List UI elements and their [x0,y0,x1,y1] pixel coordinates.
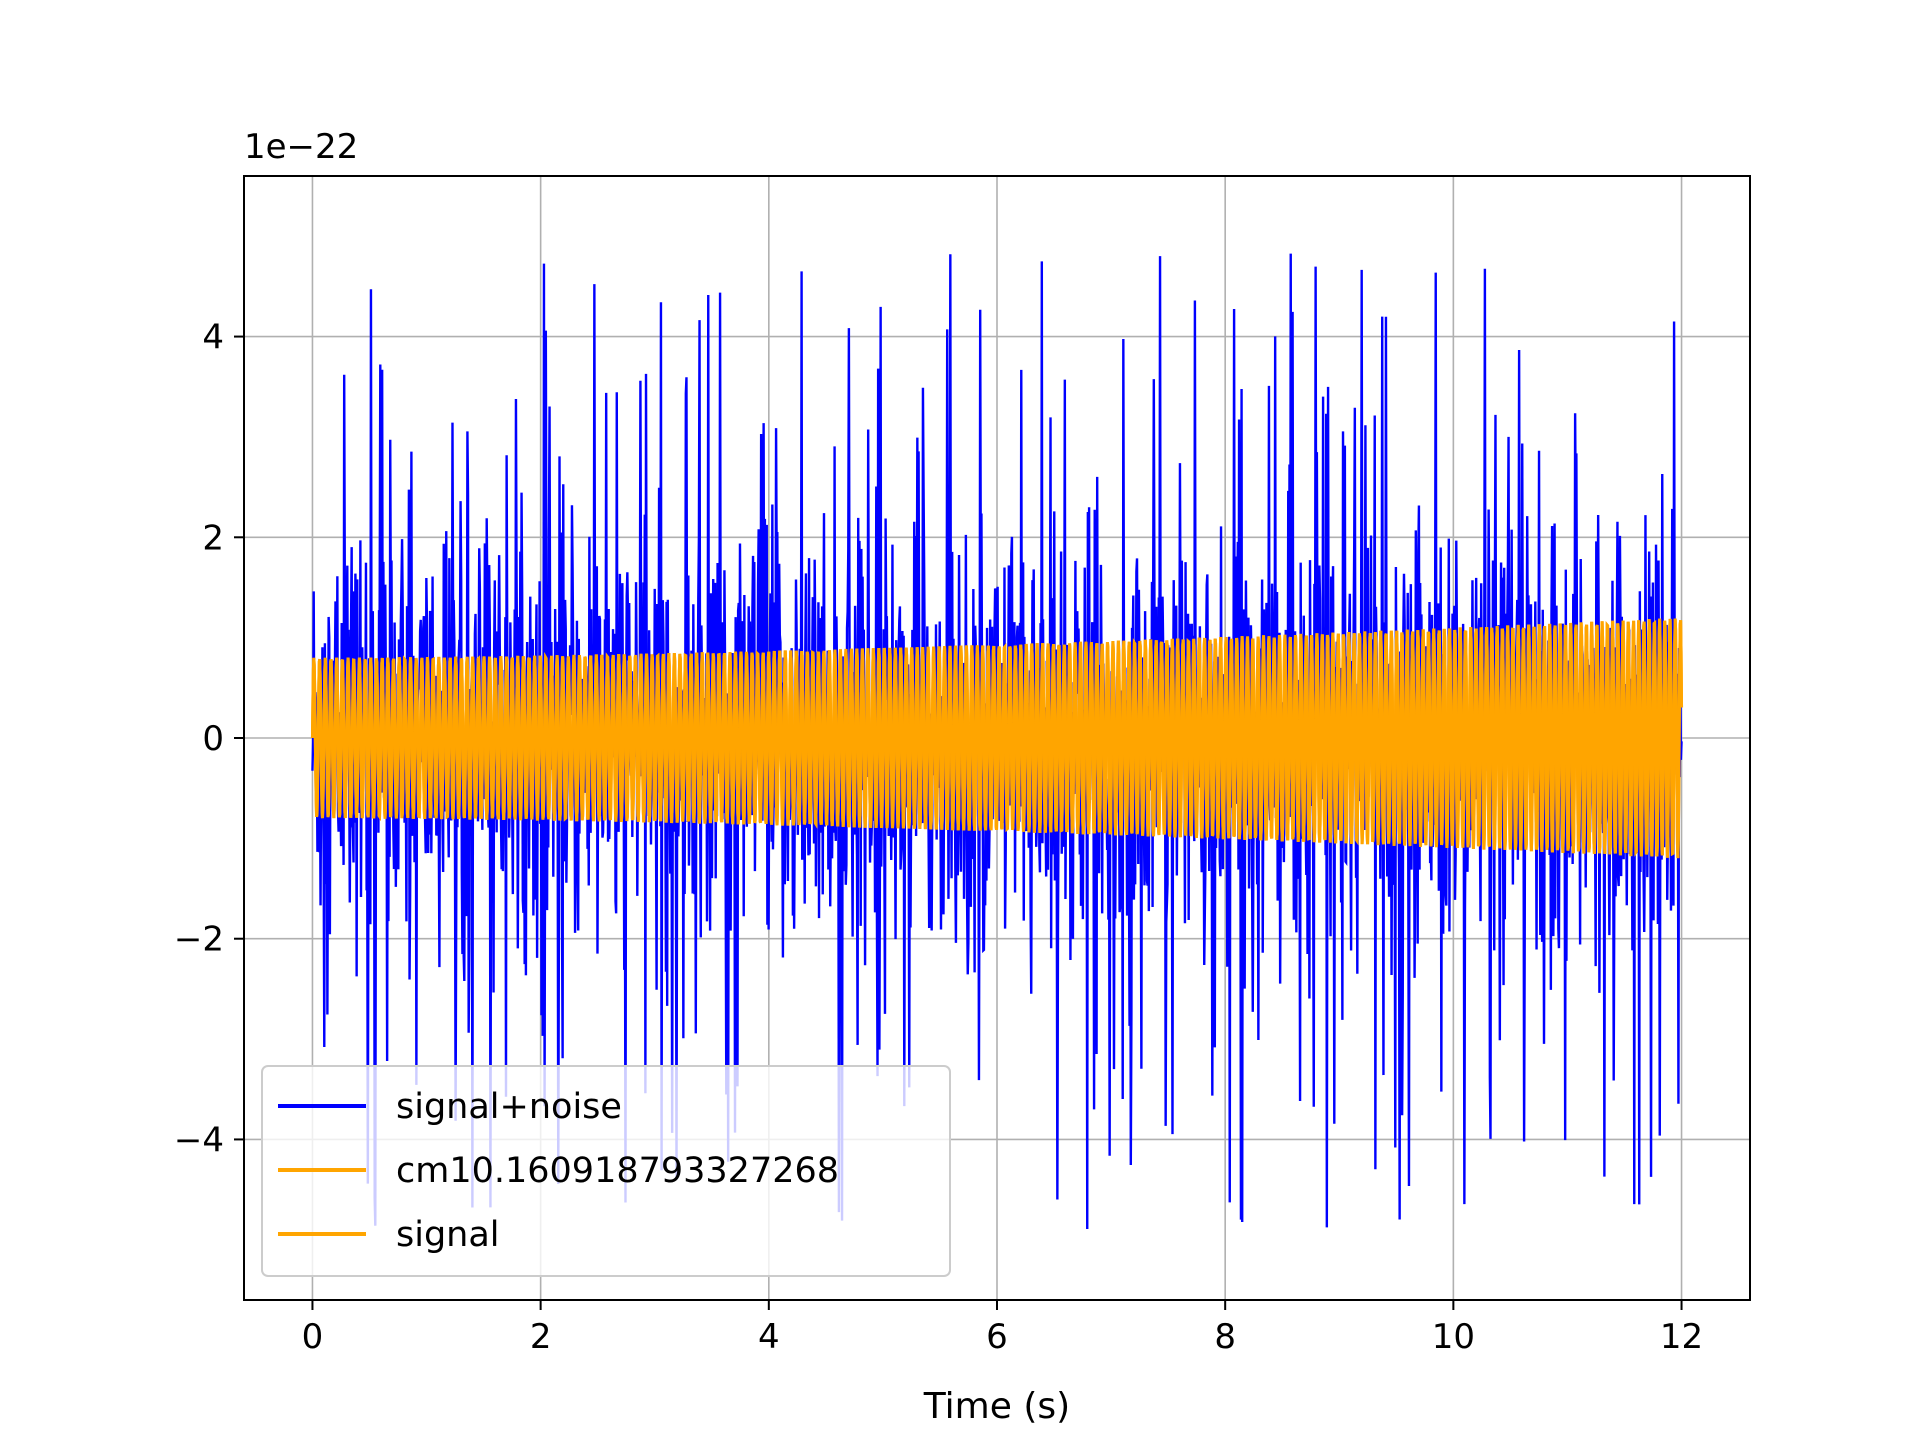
legend-label: cm10.160918793327268 [396,1151,839,1191]
series-signal-line [310,618,1684,859]
x-tick-label: 2 [530,1317,552,1357]
y-tick-label: 2 [202,518,224,558]
y-tick-label: −4 [174,1120,224,1160]
x-tick-label: 0 [302,1317,324,1357]
x-tick-label: 12 [1660,1317,1703,1357]
legend-box [261,1065,951,1277]
y-tick-label: 4 [202,318,224,358]
x-tick-label: 6 [986,1317,1008,1357]
x-tick-label: 10 [1432,1317,1475,1357]
y-offset-label: 1e−22 [244,127,358,167]
y-tick-label: 0 [202,719,224,759]
y-tick-label: −2 [174,920,224,960]
x-axis-label: Time (s) [923,1386,1070,1427]
legend-label: signal [396,1215,500,1255]
x-tick-label: 8 [1214,1317,1236,1357]
legend-label: signal+noise [396,1087,622,1127]
axis-ticks: 0 2 4 6 8 10 12 −4 −2 0 2 4 [174,318,1703,1357]
x-tick-label: 4 [758,1317,780,1357]
plot-area [310,253,1684,1229]
legend: signal+noise cm10.160918793327268 signal [261,1065,951,1277]
